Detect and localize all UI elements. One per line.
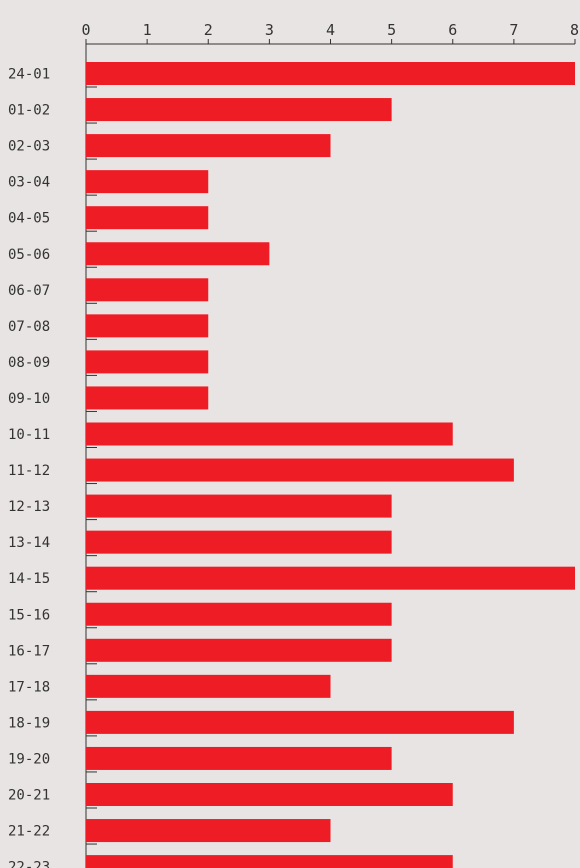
category-label: 17-18 [8, 679, 50, 695]
category-label: 08-09 [8, 355, 50, 371]
bar [86, 170, 209, 194]
x-tick-label: 5 [387, 21, 396, 39]
bar [86, 674, 331, 698]
bar [86, 242, 270, 266]
category-label: 18-19 [8, 715, 50, 731]
x-tick-label: 7 [509, 21, 518, 39]
category-label: 12-13 [8, 499, 50, 515]
x-tick-label: 8 [570, 21, 579, 39]
bar [86, 386, 209, 410]
category-label: 01-02 [8, 103, 50, 119]
category-label: 22-23 [8, 860, 50, 868]
bar [86, 710, 514, 734]
category-label: 06-07 [8, 283, 50, 299]
bar [86, 458, 514, 482]
x-tick-label: 0 [81, 21, 90, 39]
category-label: 14-15 [8, 571, 50, 587]
category-label: 24-01 [8, 67, 50, 83]
category-label: 11-12 [8, 463, 50, 479]
x-tick-label: 6 [448, 21, 457, 39]
bars [86, 62, 575, 868]
bar [86, 638, 392, 662]
x-tick-label: 3 [265, 21, 274, 39]
x-tick-label: 2 [204, 21, 213, 39]
y-axis: 24-01 01-02 02-03 03-04 04-05 05-06 06-07 07-08… [8, 44, 97, 868]
category-label: 13-14 [8, 535, 50, 551]
bar [86, 350, 209, 374]
x-tick-label: 4 [326, 21, 335, 39]
bar [86, 602, 392, 626]
category-label: 21-22 [8, 824, 50, 840]
bar [86, 98, 392, 122]
category-label: 02-03 [8, 139, 50, 155]
bar [86, 422, 453, 446]
bar [86, 206, 209, 230]
bar [86, 134, 331, 158]
category-label: 15-16 [8, 607, 50, 623]
bar [86, 314, 209, 338]
bar [86, 278, 209, 302]
x-tick-label: 1 [143, 21, 152, 39]
bar [86, 783, 453, 806]
bar [86, 530, 392, 554]
category-label: 05-06 [8, 247, 50, 263]
category-label: 10-11 [8, 427, 50, 443]
category-label: 19-20 [8, 751, 50, 767]
category-label: 07-08 [8, 319, 50, 335]
category-label: 04-05 [8, 211, 50, 227]
category-label: 20-21 [8, 788, 50, 804]
category-label: 16-17 [8, 643, 50, 659]
bar [86, 494, 392, 518]
bar [86, 819, 331, 843]
bar [86, 746, 392, 770]
bar [86, 62, 575, 85]
x-axis: 0 1 2 3 4 5 6 7 8 [81, 21, 579, 45]
category-label: 03-04 [8, 175, 50, 191]
bar [86, 855, 453, 868]
bar [86, 566, 575, 590]
category-label: 09-10 [8, 391, 50, 407]
